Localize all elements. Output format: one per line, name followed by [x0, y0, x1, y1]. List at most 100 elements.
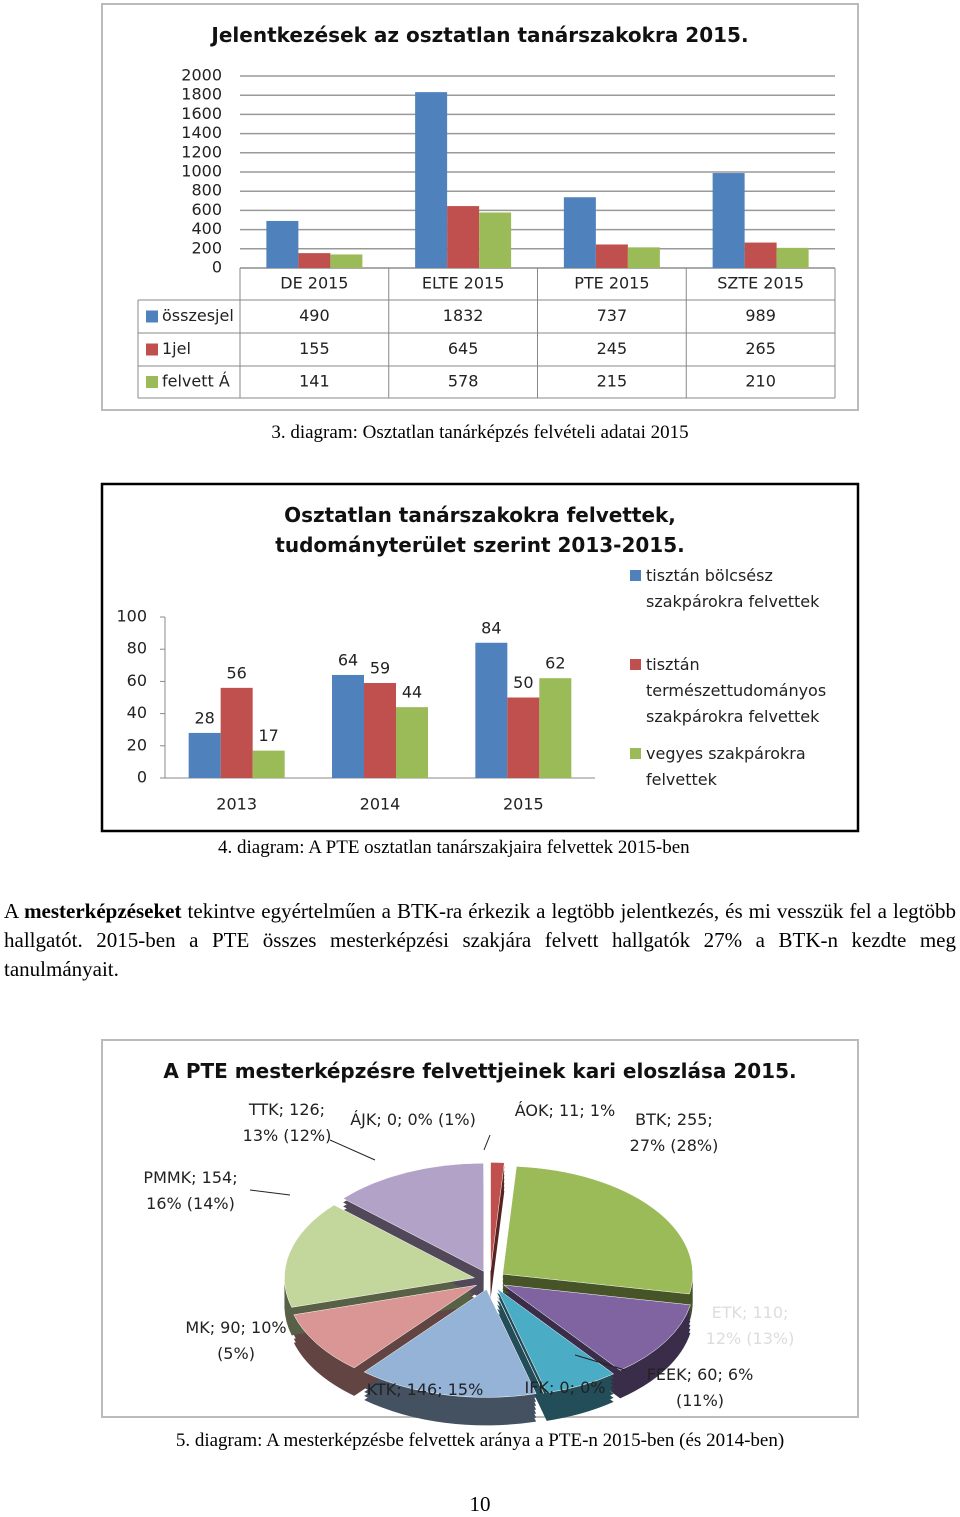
bar [447, 206, 480, 268]
legend-key [630, 570, 641, 581]
data-label: 64 [338, 650, 358, 669]
leader-line [483, 1134, 491, 1151]
y-tick-label: 0 [137, 768, 147, 787]
bar [563, 197, 596, 268]
data-label: 62 [545, 654, 565, 673]
legend-label: vegyes szakpárokra felvettek [646, 744, 806, 789]
chart-title: A PTE mesterképzésre felvettjeinek kari … [163, 1059, 797, 1083]
legend-key [146, 310, 158, 323]
table-value: 645 [448, 339, 479, 358]
bar [330, 254, 363, 268]
y-tick-label: 60 [127, 671, 147, 690]
slice [502, 1284, 691, 1371]
data-label: 28 [194, 708, 214, 727]
data-label: 84 [481, 618, 501, 637]
data-label: ÁJK; 0; 0% (1%) [350, 1110, 476, 1129]
bold-text: mesterképzéseket [24, 899, 182, 923]
data-label: FEEK; 60; 6% (11%) [646, 1365, 754, 1410]
legend-label: tisztán természettudományos szakpárokra … [646, 655, 827, 726]
bar [539, 678, 572, 778]
data-label: 44 [402, 683, 422, 702]
caption: 4. diagram: A PTE osztatlan tanárszakjai… [218, 837, 690, 858]
leader-line [574, 1354, 626, 1371]
bar [266, 220, 299, 268]
legend-key [146, 376, 158, 388]
bar [712, 173, 745, 268]
y-tick-label: 400 [191, 219, 222, 238]
data-label: MK; 90; 10% (5%) [185, 1318, 287, 1363]
table-value: 490 [299, 306, 330, 325]
data-label: IFK; 0; 0% [524, 1378, 606, 1397]
text: tekintve egyértelműen a BTK-ra érkezik a… [4, 899, 956, 981]
slice [284, 1204, 476, 1308]
legend-key [630, 748, 641, 759]
data-label: 56 [226, 663, 246, 682]
bar [188, 732, 221, 778]
slice [496, 1288, 615, 1394]
caption: 3. diagram: Osztatlan tanárképzés felvét… [271, 422, 689, 443]
bar [396, 707, 428, 778]
legend-label: felvett Á [162, 372, 230, 391]
bar [475, 642, 508, 778]
legend-label: összesjel [162, 306, 234, 325]
legend-key [146, 343, 158, 356]
x-tick-label: DE 2015 [280, 274, 348, 293]
y-tick-label: 0 [212, 258, 222, 277]
table-value: 989 [745, 306, 776, 325]
bar [364, 683, 396, 778]
leader-line [249, 1189, 291, 1196]
y-tick-label: 200 [191, 238, 222, 257]
x-tick-label: ELTE 2015 [422, 274, 505, 293]
slice [363, 1289, 537, 1398]
table-value: 210 [745, 372, 776, 391]
data-label: ETK; 110; 12% (13%) [705, 1303, 795, 1348]
bar [744, 242, 777, 268]
data-label: 50 [513, 673, 533, 692]
x-tick-label: PTE 2015 [574, 274, 649, 293]
y-tick-label: 2000 [181, 66, 222, 85]
y-tick-label: 40 [127, 703, 147, 722]
y-tick-label: 1600 [181, 104, 222, 123]
paragraph: A mesterképzéseket tekintve egyértelműen… [4, 897, 956, 984]
chart-title: Osztatlan tanárszakokra felvettek, tudom… [275, 503, 685, 557]
slice [490, 1162, 505, 1271]
data-label: BTK; 255; 27% (28%) [629, 1110, 719, 1155]
y-tick-label: 100 [116, 607, 147, 626]
bar [776, 247, 809, 268]
x-tick-label: 2015 [503, 795, 544, 814]
bar [220, 687, 253, 778]
bar [415, 92, 448, 269]
table-value: 578 [448, 372, 479, 391]
legend-label: 1jel [162, 339, 191, 358]
table-value: 737 [597, 306, 628, 325]
data-label: TTK; 126; 13% (12%) [242, 1100, 332, 1145]
y-tick-label: 800 [191, 181, 222, 200]
bar [595, 244, 628, 268]
data-label: KTK; 146; 15% [366, 1380, 484, 1399]
x-tick-label: 2014 [360, 795, 401, 814]
y-tick-label: 1000 [181, 162, 222, 181]
y-tick-label: 1200 [181, 142, 222, 161]
table-value: 245 [597, 339, 628, 358]
bar [252, 750, 285, 778]
text: A [4, 899, 25, 923]
chart-title: Jelentkezések az osztatlan tanárszakokra… [211, 23, 749, 47]
legend-key [630, 659, 641, 670]
x-tick-label: SZTE 2015 [717, 274, 804, 293]
slice [342, 1162, 484, 1272]
table-value: 265 [745, 339, 776, 358]
y-tick-label: 80 [127, 639, 147, 658]
bar [627, 247, 660, 268]
page-number: 10 [469, 1492, 491, 1516]
y-tick-label: 20 [127, 735, 147, 754]
caption: 5. diagram: A mesterképzésbe felvettek a… [175, 1430, 785, 1451]
bar [332, 674, 364, 778]
legend-label: tisztán bölcsész szakpárokra felvettek [646, 566, 820, 611]
slice [293, 1284, 477, 1369]
data-label: ÁOK; 11; 1% [514, 1101, 616, 1120]
y-tick-label: 600 [191, 200, 222, 219]
y-tick-label: 1800 [181, 85, 222, 104]
table-value: 1832 [443, 306, 484, 325]
